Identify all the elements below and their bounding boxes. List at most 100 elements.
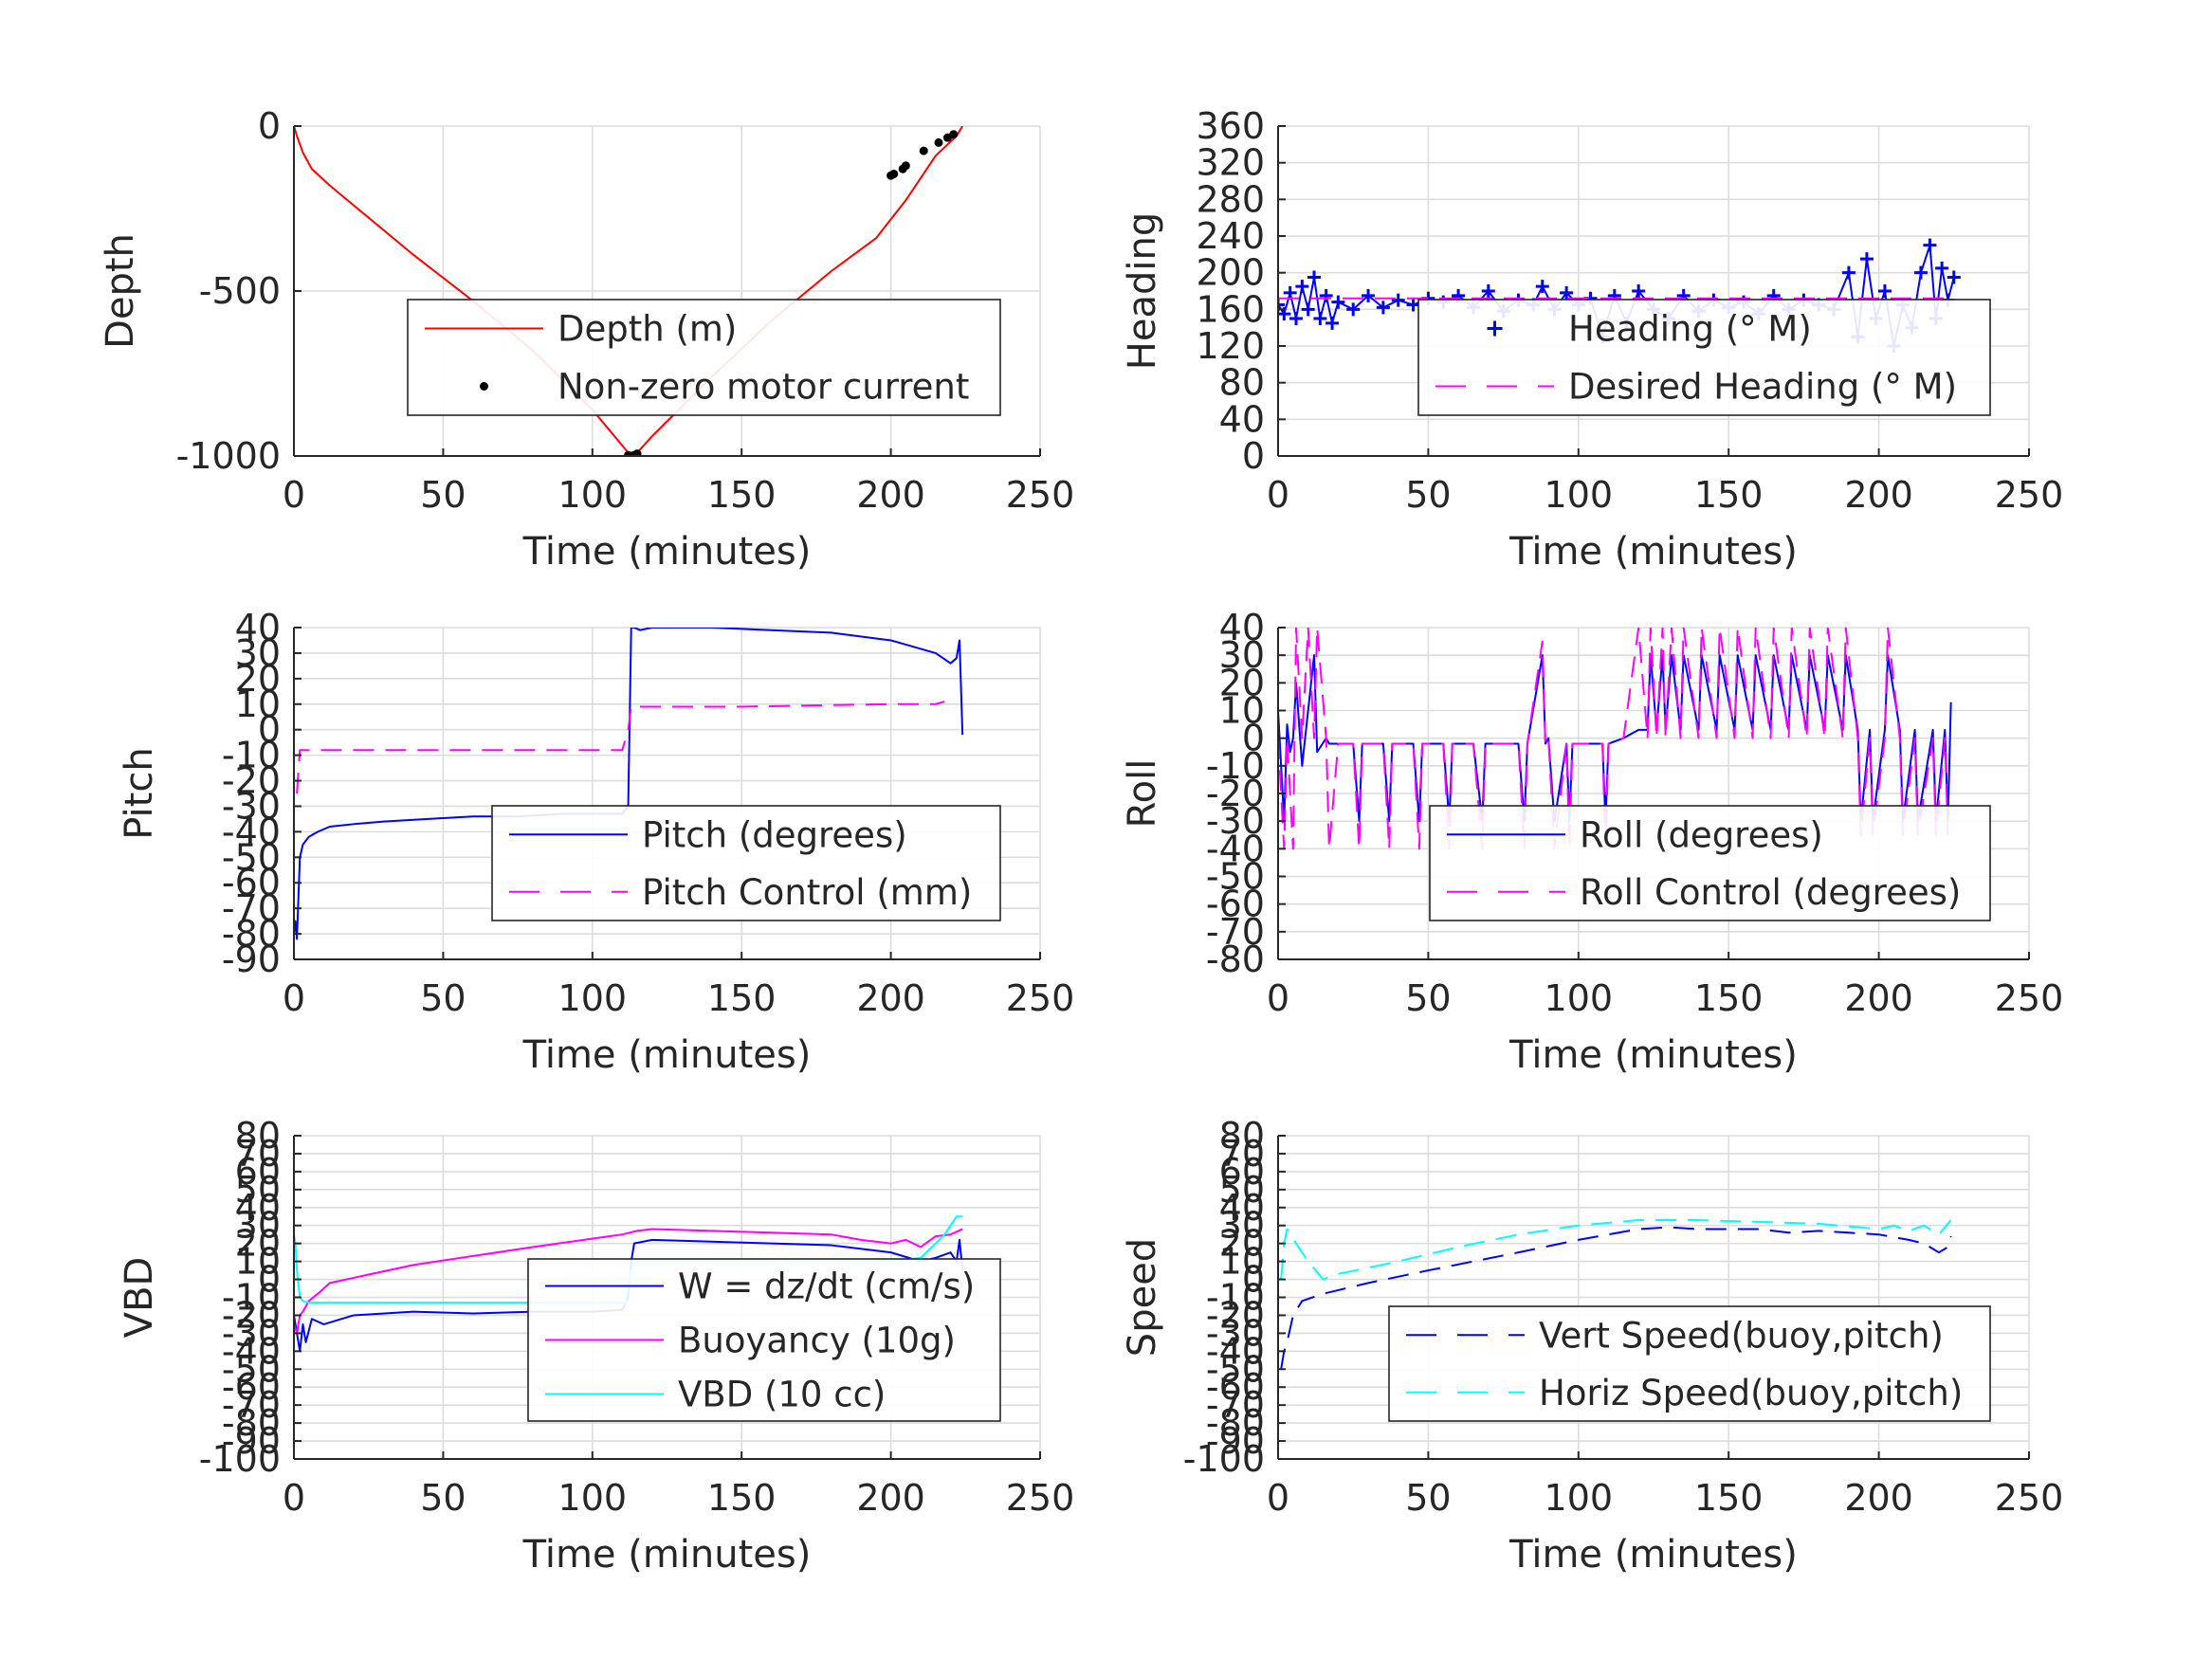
x-tick-label: 200 bbox=[856, 1477, 925, 1519]
legend: Heading (° M) Desired Heading (° M) bbox=[1417, 299, 1991, 416]
y-tick-label: 0 bbox=[258, 709, 281, 751]
y-tick-label: -40 bbox=[1206, 1330, 1265, 1372]
y-tick-label: 70 bbox=[235, 1133, 281, 1175]
y-tick-label: -30 bbox=[1206, 800, 1265, 842]
y-tick-label: 40 bbox=[1219, 1187, 1265, 1229]
x-tick-label: 100 bbox=[1545, 1477, 1614, 1519]
heading-point bbox=[1877, 284, 1892, 298]
y-tick-label: -70 bbox=[1206, 911, 1265, 953]
legend: Pitch (degrees) Pitch Control (mm) bbox=[491, 805, 1001, 921]
legend-box bbox=[491, 805, 1001, 921]
y-tick-label: 40 bbox=[235, 1187, 281, 1229]
legend-box bbox=[1388, 1305, 1991, 1422]
y-tick-label: 70 bbox=[1219, 1133, 1265, 1175]
y-tick-label: 20 bbox=[235, 1223, 281, 1265]
legend-label: W = dz/dt (cm/s) bbox=[678, 1267, 975, 1307]
y-tick-label: -20 bbox=[1206, 1294, 1265, 1336]
x-tick-label: 0 bbox=[283, 977, 305, 1019]
y-tick-label: 20 bbox=[1219, 1223, 1265, 1265]
x-tick-label: 250 bbox=[1995, 474, 2064, 516]
y-tick-label: 10 bbox=[235, 684, 281, 725]
y-tick-label: 40 bbox=[235, 607, 281, 648]
heading-point bbox=[1278, 298, 1285, 312]
y-tick-label: -1000 bbox=[176, 435, 281, 477]
heading-point bbox=[1913, 265, 1928, 280]
x-tick-label: 150 bbox=[1694, 474, 1764, 516]
y-tick-label: 160 bbox=[1196, 288, 1265, 330]
legend-label: Vert Speed(buoy,pitch) bbox=[1539, 1315, 1944, 1356]
series-line-0 bbox=[1278, 654, 1952, 823]
heading-point bbox=[1346, 302, 1361, 317]
y-tick-label: 80 bbox=[1219, 1115, 1265, 1157]
y-tick-label: 40 bbox=[1219, 398, 1265, 440]
y-tick-label: 0 bbox=[1242, 1259, 1265, 1301]
y-tick-label: -40 bbox=[1206, 828, 1265, 869]
heading-point bbox=[1301, 302, 1315, 317]
heading-point bbox=[1923, 238, 1937, 252]
y-tick-label: 40 bbox=[1219, 607, 1265, 648]
y-tick-label: -80 bbox=[1206, 1402, 1265, 1444]
y-tick-label: 30 bbox=[1219, 1205, 1265, 1247]
y-axis-label: Heading bbox=[1121, 212, 1164, 370]
x-tick-label: 100 bbox=[1545, 977, 1614, 1019]
x-tick-label: 50 bbox=[420, 474, 466, 516]
y-tick-label: 0 bbox=[258, 1259, 281, 1301]
x-tick-label: 50 bbox=[420, 1477, 466, 1519]
x-axis-label: Time (minutes) bbox=[1508, 1033, 1798, 1077]
legend-label: Non-zero motor current bbox=[558, 367, 969, 408]
x-tick-label: 0 bbox=[1267, 977, 1289, 1019]
y-tick-label: 200 bbox=[1196, 252, 1265, 294]
x-tick-label: 0 bbox=[283, 1477, 305, 1519]
series-group bbox=[1280, 1219, 1952, 1370]
motor-current-point bbox=[949, 130, 959, 139]
y-tick-label: 20 bbox=[235, 658, 281, 700]
y-tick-label: -60 bbox=[222, 1366, 281, 1408]
x-tick-label: 100 bbox=[558, 474, 628, 516]
legend: Roll (degrees) Roll Control (degrees) bbox=[1429, 805, 1991, 921]
y-tick-label: -80 bbox=[1206, 939, 1265, 980]
y-tick-label: 30 bbox=[1219, 634, 1265, 676]
y-tick-label: -60 bbox=[1206, 884, 1265, 925]
x-tick-label: 150 bbox=[707, 977, 777, 1019]
x-axis-label: Time (minutes) bbox=[1508, 530, 1798, 574]
legend-box bbox=[1417, 299, 1991, 416]
y-tick-label: -40 bbox=[222, 1330, 281, 1372]
legend: Vert Speed(buoy,pitch) Horiz Speed(buoy,p… bbox=[1388, 1305, 1991, 1422]
heading-point bbox=[1289, 312, 1304, 325]
y-tick-label: 10 bbox=[235, 1241, 281, 1283]
motor-current-point bbox=[889, 169, 899, 178]
y-tick-label: -20 bbox=[222, 760, 281, 802]
motor-current-point bbox=[919, 146, 928, 155]
heading-point bbox=[1325, 316, 1340, 330]
legend-label: Horiz Speed(buoy,pitch) bbox=[1539, 1373, 1963, 1413]
y-tick-label: -30 bbox=[1206, 1312, 1265, 1354]
x-tick-label: 100 bbox=[558, 1477, 628, 1519]
y-tick-label: 280 bbox=[1196, 178, 1265, 220]
x-axis-label: Time (minutes) bbox=[1508, 1533, 1798, 1577]
legend-label: VBD (10 cc) bbox=[678, 1375, 886, 1415]
series-line-1 bbox=[294, 1228, 963, 1335]
heading-point bbox=[1560, 285, 1574, 300]
legend-marker bbox=[480, 382, 488, 391]
y-tick-label: 30 bbox=[235, 1205, 281, 1247]
y-tick-label: 120 bbox=[1196, 325, 1265, 367]
series-line-1 bbox=[1280, 1219, 1952, 1281]
y-tick-label: 320 bbox=[1196, 142, 1265, 184]
y-axis-label: Speed bbox=[1121, 1238, 1164, 1357]
heading-point bbox=[1535, 280, 1549, 294]
legend-label: Pitch (degrees) bbox=[642, 814, 907, 855]
x-tick-label: 200 bbox=[1844, 1477, 1913, 1519]
heading-point bbox=[1313, 312, 1327, 325]
heading-point bbox=[1632, 284, 1646, 298]
x-tick-label: 250 bbox=[1006, 977, 1075, 1019]
heading-point bbox=[1376, 301, 1390, 315]
y-tick-label: -80 bbox=[222, 913, 281, 955]
y-tick-label: -50 bbox=[222, 836, 281, 878]
legend-label: Roll Control (degrees) bbox=[1580, 872, 1961, 913]
x-tick-label: 0 bbox=[283, 474, 305, 516]
legend: Depth (m) Non-zero motor current bbox=[407, 299, 1001, 416]
x-tick-label: 0 bbox=[1267, 474, 1289, 516]
x-tick-label: 100 bbox=[1545, 474, 1614, 516]
legend-label: Desired Heading (° M) bbox=[1568, 367, 1957, 408]
chart-vbd: 0 50 100 150 200 25080706050403020100-10-20-3… bbox=[118, 1115, 1074, 1577]
